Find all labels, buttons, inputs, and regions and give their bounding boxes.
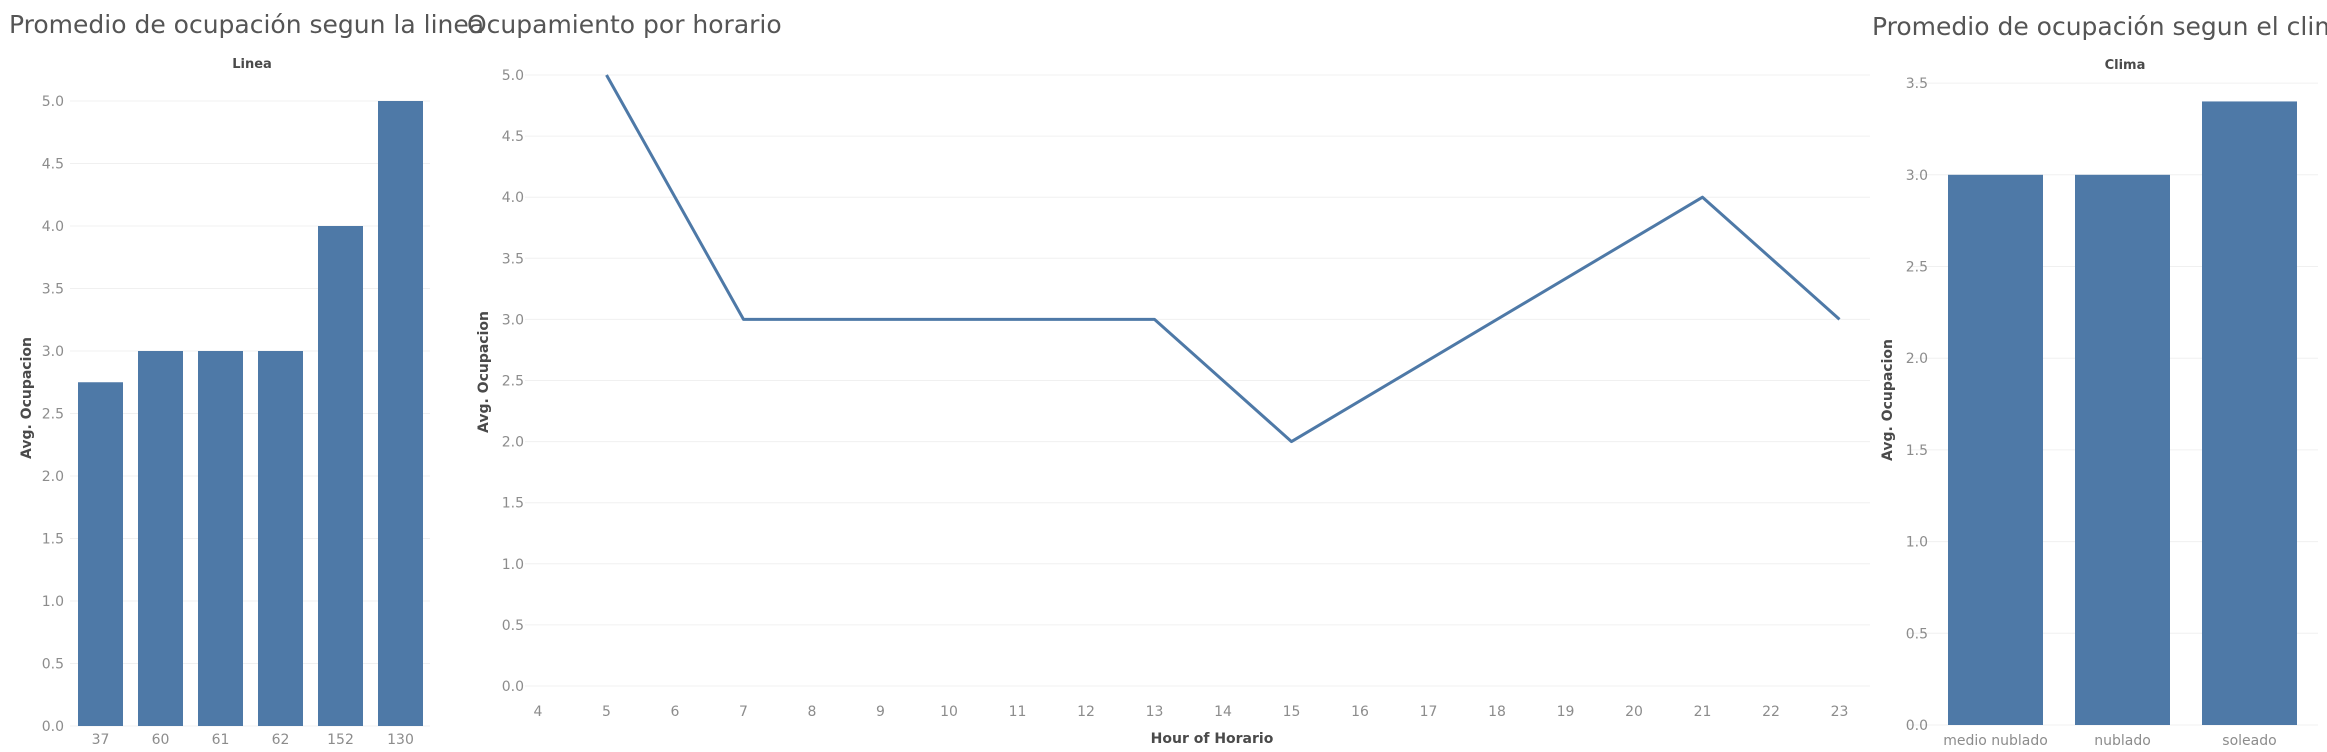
chart-title-horario: Ocupamiento por horario — [467, 10, 782, 39]
y-tick-label: 4.5 — [502, 129, 524, 145]
y-tick-label: 1.0 — [1906, 535, 1928, 551]
x-tick-label: 13 — [1146, 704, 1164, 720]
y-tick-label: 0.0 — [42, 719, 64, 735]
y-tick-label: 2.5 — [1906, 260, 1928, 276]
x-tick-label: 19 — [1557, 704, 1575, 720]
chart-title-clima: Promedio de ocupación segun el clima — [1872, 12, 2327, 41]
y-axis-label: Avg. Ocupacion — [19, 337, 35, 459]
x-tick-label: 5 — [602, 704, 611, 720]
y-tick-label: 0.5 — [42, 657, 64, 673]
y-tick-label: 1.0 — [502, 557, 524, 573]
bar — [2075, 174, 2170, 726]
x-tick-label: 21 — [1694, 704, 1712, 720]
y-tick-label: 2.5 — [502, 374, 524, 390]
y-tick-label: 3.5 — [502, 251, 524, 267]
bar — [138, 351, 183, 726]
chart-title-linea: Promedio de ocupación segun la linea — [9, 10, 485, 39]
y-tick-label: 0.5 — [502, 618, 524, 634]
column-header: Clima — [2105, 58, 2146, 73]
x-tick-label: 62 — [272, 732, 290, 748]
bar — [318, 226, 363, 726]
y-tick-label: 1.0 — [42, 594, 64, 610]
y-tick-label: 3.0 — [502, 312, 524, 328]
bar — [78, 382, 123, 726]
x-tick-label: nublado — [2094, 733, 2151, 749]
x-tick-label: 8 — [808, 704, 817, 720]
x-tick-label: 152 — [327, 732, 354, 748]
x-tick-label: 22 — [1762, 704, 1780, 720]
y-tick-label: 4.0 — [42, 219, 64, 235]
x-tick-label: 16 — [1351, 704, 1369, 720]
y-tick-label: 5.0 — [42, 94, 64, 110]
x-tick-label: 9 — [876, 704, 885, 720]
y-tick-label: 1.5 — [1906, 443, 1928, 459]
x-tick-label: 11 — [1009, 704, 1027, 720]
y-tick-label: 3.0 — [42, 344, 64, 360]
y-tick-label: 2.0 — [1906, 351, 1928, 367]
x-tick-label: 130 — [387, 732, 414, 748]
series-line — [605, 74, 1841, 444]
y-tick-label: 2.5 — [42, 407, 64, 423]
bar — [198, 351, 243, 726]
x-tick-label: 4 — [534, 704, 543, 720]
x-tick-label: 18 — [1488, 704, 1506, 720]
bar — [1948, 174, 2043, 726]
y-tick-label: 1.5 — [502, 496, 524, 512]
y-tick-label: 2.0 — [42, 469, 64, 485]
x-tick-label: 17 — [1420, 704, 1438, 720]
y-axis-label: Avg. Ocupacion — [1880, 339, 1896, 461]
y-axis-label: Avg. Ocupacion — [476, 311, 492, 433]
bar — [2202, 101, 2297, 725]
x-tick-label: 12 — [1077, 704, 1095, 720]
y-tick-label: 3.0 — [1906, 168, 1928, 184]
x-axis-label: Hour of Horario — [1151, 731, 1274, 747]
y-tick-label: 0.5 — [1906, 626, 1928, 642]
x-tick-label: 37 — [92, 732, 110, 748]
x-tick-label: 60 — [152, 732, 170, 748]
x-tick-label: 14 — [1214, 704, 1232, 720]
y-tick-label: 3.5 — [1906, 76, 1928, 92]
bar — [378, 101, 423, 726]
column-header: Linea — [232, 57, 272, 72]
y-tick-label: 5.0 — [502, 68, 524, 84]
y-tick-label: 4.5 — [42, 157, 64, 173]
x-tick-label: medio nublado — [1943, 733, 2048, 749]
x-tick-label: 7 — [739, 704, 748, 720]
x-tick-label: soleado — [2222, 733, 2276, 749]
y-tick-label: 0.0 — [1906, 718, 1928, 734]
x-tick-label: 61 — [212, 732, 230, 748]
x-tick-label: 15 — [1283, 704, 1301, 720]
bar — [258, 351, 303, 726]
y-tick-label: 0.0 — [502, 679, 524, 695]
y-tick-label: 1.5 — [42, 532, 64, 548]
y-tick-label: 4.0 — [502, 190, 524, 206]
x-tick-label: 20 — [1625, 704, 1643, 720]
x-tick-label: 10 — [940, 704, 958, 720]
x-tick-label: 6 — [671, 704, 680, 720]
x-tick-label: 23 — [1831, 704, 1849, 720]
y-tick-label: 2.0 — [502, 435, 524, 451]
y-tick-label: 3.5 — [42, 282, 64, 298]
